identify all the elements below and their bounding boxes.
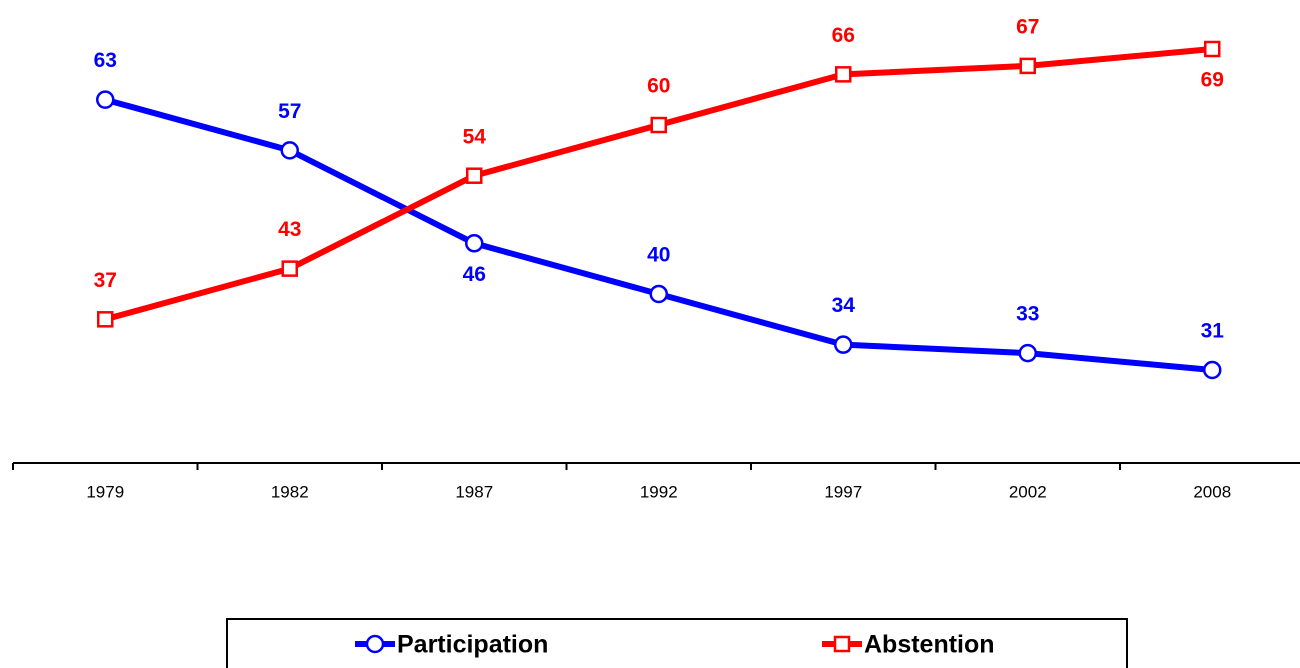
- legend-label: Participation: [397, 631, 548, 659]
- data-label: 43: [278, 218, 301, 241]
- data-label: 37: [94, 269, 117, 292]
- data-label: 66: [832, 24, 855, 47]
- point: [1019, 57, 1036, 75]
- x-tick-label: 1982: [271, 482, 309, 501]
- data-label: 40: [647, 244, 670, 267]
- data-label: 57: [278, 100, 301, 123]
- data-label: 54: [463, 125, 487, 148]
- data-label: 63: [94, 49, 117, 72]
- data-label: 69: [1201, 69, 1224, 92]
- point: [834, 335, 853, 354]
- point: [835, 66, 852, 83]
- point: [281, 260, 298, 277]
- x-tick-label: 1979: [86, 482, 124, 501]
- data-label: 60: [647, 75, 670, 98]
- point: [97, 311, 114, 328]
- legend-marker: [833, 635, 851, 653]
- point: [649, 284, 668, 304]
- point: [465, 234, 484, 253]
- data-label: 31: [1201, 320, 1225, 343]
- point: [1204, 40, 1221, 58]
- series-line: [104, 96, 1213, 373]
- point: [466, 167, 483, 184]
- x-tick-label: 2008: [1193, 482, 1231, 501]
- point: [650, 116, 667, 134]
- data-label: 46: [463, 263, 486, 286]
- x-tick-label: 1997: [824, 482, 862, 501]
- legend-marker: [365, 634, 385, 654]
- point: [1203, 360, 1222, 380]
- x-tick-label: 1992: [640, 482, 678, 501]
- point: [96, 90, 115, 109]
- data-label: 33: [1016, 303, 1039, 326]
- legend-label: Abstention: [864, 631, 995, 659]
- point: [280, 141, 299, 160]
- x-tick-label: 1987: [455, 482, 493, 501]
- x-tick-label: 2002: [1009, 482, 1047, 501]
- point: [1018, 343, 1037, 363]
- data-label: 67: [1016, 15, 1039, 38]
- data-label: 34: [832, 294, 856, 317]
